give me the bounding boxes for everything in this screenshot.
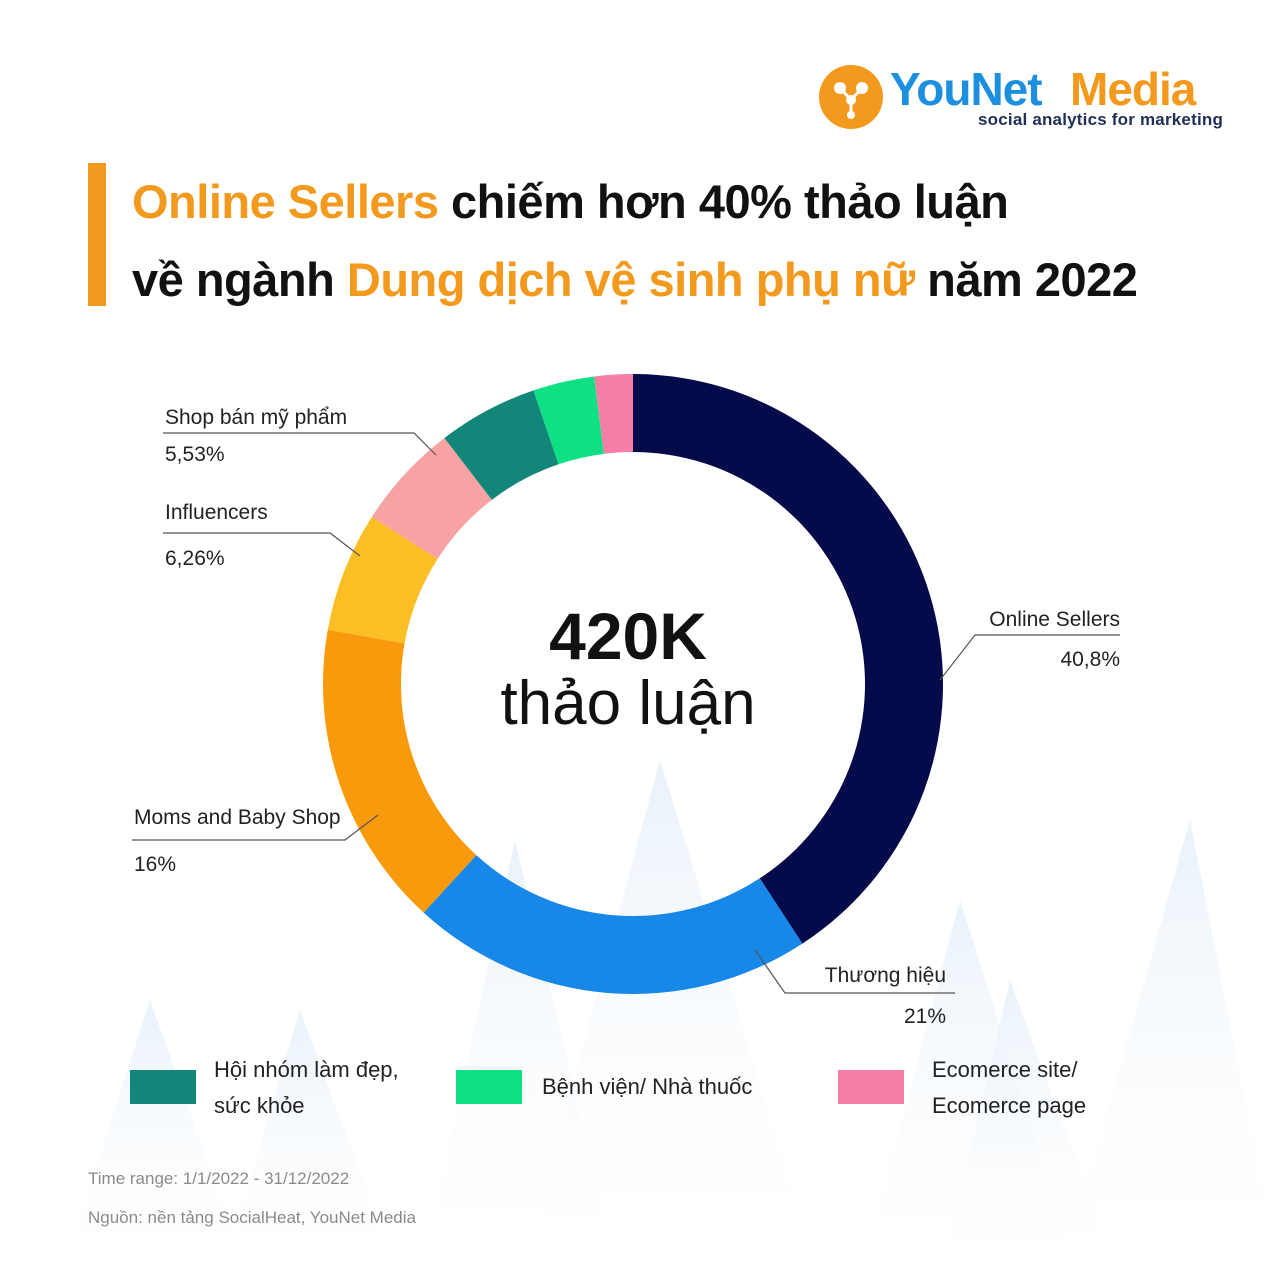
donut-slice-4 — [371, 437, 492, 559]
slice-value-moms-baby: 16% — [134, 853, 177, 876]
leader-line-online-sellers — [939, 634, 1120, 681]
title-text-3: năm 2022 — [914, 253, 1138, 306]
slice-value-thuong-hieu: 21% — [903, 1005, 946, 1028]
title-line-2: về ngành Dung dịch vệ sinh phụ nữ năm 20… — [132, 241, 1252, 319]
donut-slice-1 — [423, 855, 803, 994]
leader-line-moms-baby — [132, 814, 379, 841]
title-highlight-2: Dung dịch vệ sinh phụ nữ — [346, 253, 915, 306]
slice-label-influencers: Influencers — [165, 501, 268, 524]
logo-tagline: social analytics for marketing — [978, 110, 1224, 129]
slice-label-online-sellers: Online Sellers — [989, 608, 1120, 631]
logo-brand-second: Media — [1070, 63, 1196, 115]
footer-source: Nguồn: nền tảng SocialHeat, YouNet Media — [88, 1208, 416, 1227]
title-accent-bar — [88, 163, 106, 306]
slice-value-shop-my-pham: 5,53% — [165, 443, 225, 466]
legend-text-line: sức khỏe — [214, 1093, 305, 1118]
title-line-1: Online Sellers chiếm hơn 40% thảo luận — [132, 163, 1252, 241]
title-text-1: chiếm hơn 40% thảo luận — [438, 175, 1009, 228]
slice-value-influencers: 6,26% — [165, 547, 225, 570]
legend-text-line: Hội nhóm làm đẹp, — [214, 1057, 399, 1082]
donut-slice-3 — [327, 516, 438, 644]
donut-slice-0 — [633, 374, 943, 944]
legend-swatch-benh-vien — [456, 1070, 522, 1104]
leader-line-influencers — [163, 532, 361, 557]
donut-center-value: 420K — [549, 599, 707, 673]
slice-value-online-sellers: 40,8% — [1060, 648, 1120, 671]
legend-swatch-hoi-nhom — [130, 1070, 196, 1104]
legend-text-line: Ecomerce site/ — [932, 1057, 1078, 1082]
donut-slice-5 — [444, 390, 559, 500]
slice-label-moms-baby: Moms and Baby Shop — [134, 806, 341, 829]
leader-line-thuong-hieu — [754, 949, 955, 994]
legend-swatch-ecomerce — [838, 1070, 904, 1104]
donut-center-label: thảo luận — [500, 669, 756, 738]
legend-item-hoi-nhom: Hội nhóm làm đẹp, sức khỏe — [214, 1052, 399, 1124]
title-highlight-1: Online Sellers — [132, 175, 439, 228]
younet-logo-icon — [819, 65, 883, 129]
legend-item-benh-vien: Bệnh viện/ Nhà thuốc — [542, 1069, 752, 1105]
donut-slice-6 — [533, 376, 604, 465]
title-text-2: về ngành — [132, 253, 347, 306]
slice-label-thuong-hieu: Thương hiệu — [824, 964, 946, 987]
donut-slice-7 — [594, 374, 633, 454]
donut-slice-2 — [323, 629, 477, 913]
legend-text-line: Ecomerce page — [932, 1093, 1087, 1118]
footer-time-range: Time range: 1/1/2022 - 31/12/2022 — [88, 1169, 350, 1188]
leader-line-shop-my-pham — [163, 432, 437, 456]
legend-item-ecomerce: Ecomerce site/ Ecomerce page — [932, 1052, 1086, 1124]
slice-label-shop-my-pham: Shop bán mỹ phẩm — [165, 406, 348, 429]
brand-logo: YouNet Media social analytics for market… — [818, 63, 1248, 134]
leader-lines — [132, 432, 1120, 994]
page-title: Online Sellers chiếm hơn 40% thảo luận v… — [132, 163, 1252, 319]
legend-text-line: Bệnh viện/ Nhà thuốc — [542, 1074, 753, 1099]
logo-brand-first: YouNet — [890, 63, 1043, 115]
